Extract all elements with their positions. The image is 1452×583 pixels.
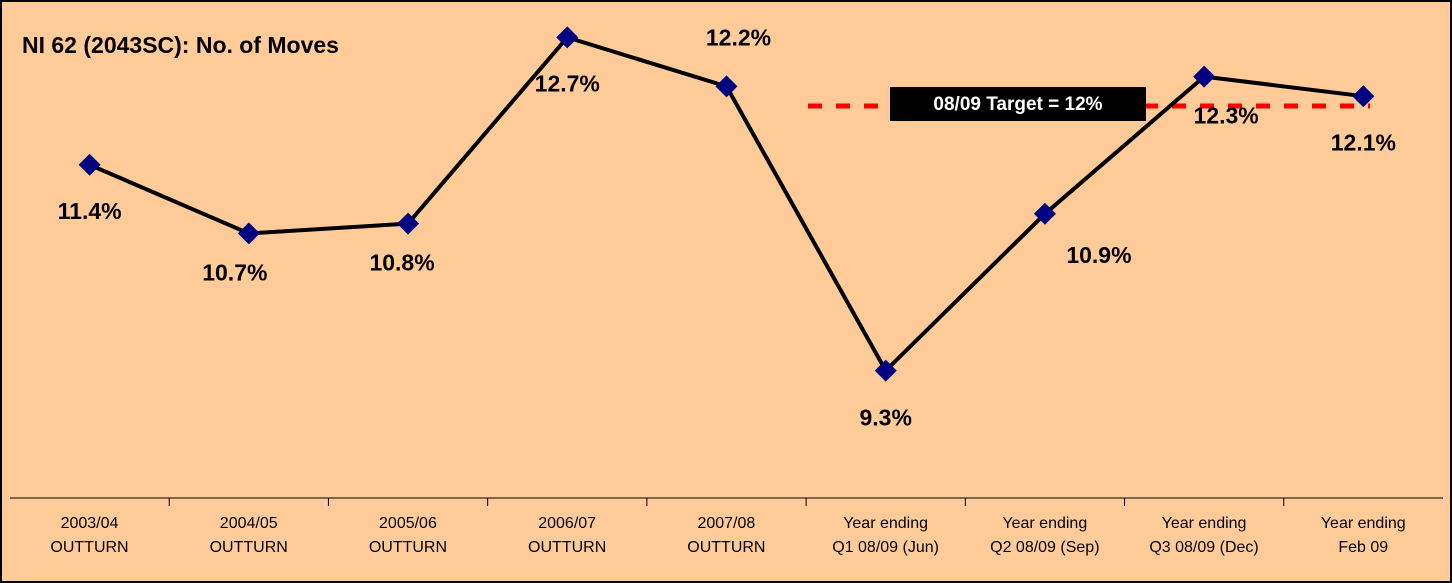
marker [237,222,260,245]
x-tick-label: 2006/07 OUTTURN [528,515,607,556]
x-tick-label: Year ending Q2 08/09 (Sep) [990,515,1100,556]
x-tick-label: 2007/08 OUTTURN [687,515,766,556]
data-label: 12.3% [1194,103,1259,129]
data-label: 12.1% [1331,129,1396,155]
x-tick-label: 2005/06 OUTTURN [368,515,448,556]
data-label: 12.7% [535,70,600,96]
x-tick-label: Year ending Q3 08/09 (Dec) [1149,515,1259,556]
x-tick-label: 2004/05 OUTTURN [209,515,288,556]
data-label: 10.9% [1066,242,1131,268]
marker [715,75,738,98]
data-label: 12.2% [706,24,771,50]
marker [1193,65,1216,88]
marker [1352,85,1375,108]
chart-title: NI 62 (2043SC): No. of Moves [22,32,339,58]
marker [556,26,579,49]
data-label: 9.3% [860,405,912,431]
data-label: 10.7% [202,259,267,285]
marker [397,212,420,235]
marker [874,359,897,382]
data-label: 10.8% [369,250,434,276]
target-label: 08/09 Target = 12% [933,94,1102,115]
marker [78,153,101,176]
x-tick-label: Year ending Feb 09 [1320,515,1406,556]
x-tick-label: 2003/04 OUTTURN [50,515,129,556]
x-tick-label: Year ending Q1 08/09 (Jun) [832,515,939,556]
data-label: 11.4% [58,198,122,224]
target-label-box [890,87,1146,121]
marker [1033,202,1056,225]
